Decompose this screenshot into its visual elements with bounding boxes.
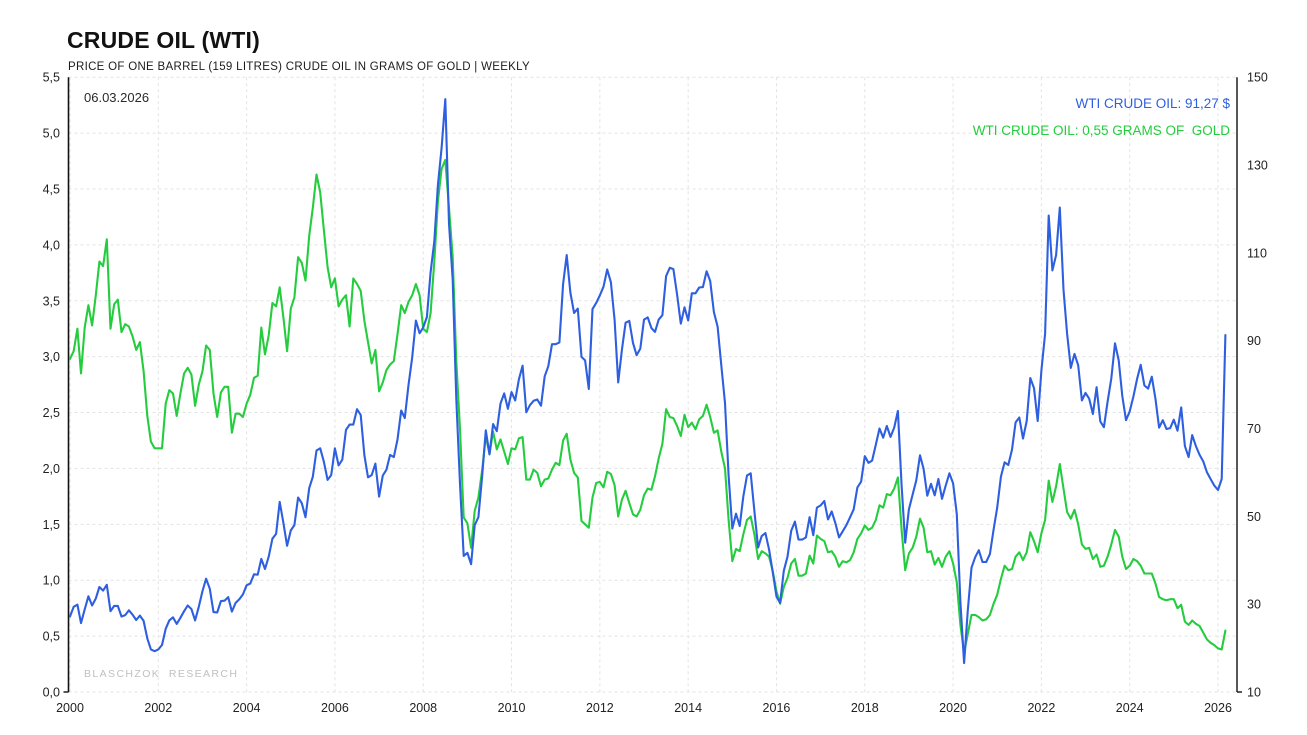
left-axis-tick-label: 1,0 bbox=[43, 574, 60, 588]
left-axis-tick-label: 3,5 bbox=[43, 294, 60, 308]
as-of-date-label: 06.03.2026 bbox=[84, 90, 150, 105]
x-axis-tick-label: 2006 bbox=[321, 701, 349, 715]
wti-usd-line bbox=[68, 98, 1227, 665]
watermark-label: BLASCHZOK RESEARCH bbox=[84, 668, 239, 680]
page-subtitle: PRICE OF ONE BARREL (159 LITRES) CRUDE O… bbox=[68, 61, 530, 73]
right-axis-tick-label: 10 bbox=[1247, 686, 1261, 700]
x-axis-tick-label: 2012 bbox=[586, 701, 614, 715]
right-axis-tick-label: 30 bbox=[1247, 598, 1261, 612]
data-series bbox=[68, 98, 1227, 665]
left-axis-tick-label: 5,0 bbox=[43, 127, 60, 141]
gridlines bbox=[68, 76, 1237, 693]
axis-lines bbox=[63, 77, 1242, 693]
x-axis-tick-label: 2016 bbox=[763, 701, 791, 715]
x-axis-tick-label: 2002 bbox=[144, 701, 172, 715]
wti-gold-line bbox=[68, 158, 1227, 654]
x-axis-tick-label: 2024 bbox=[1116, 701, 1144, 715]
right-axis-tick-label: 110 bbox=[1247, 246, 1267, 260]
right-axis-tick-label: 150 bbox=[1247, 71, 1268, 85]
left-axis-tick-label: 2,5 bbox=[43, 406, 60, 420]
left-axis-tick-label: 0,0 bbox=[43, 686, 60, 700]
x-axis-tick-label: 2004 bbox=[233, 701, 261, 715]
right-axis-tick-label: 70 bbox=[1247, 422, 1261, 436]
left-axis-tick-label: 4,5 bbox=[43, 182, 60, 196]
left-axis-tick-label: 4,0 bbox=[43, 238, 60, 252]
left-axis-tick-label: 2,0 bbox=[43, 462, 60, 476]
x-axis-tick-label: 2014 bbox=[674, 701, 702, 715]
left-axis-tick-label: 3,0 bbox=[43, 350, 60, 364]
chart-legend: WTI CRUDE OIL: 91,27 $ WTI CRUDE OIL: 0,… bbox=[973, 90, 1230, 144]
x-axis-tick-label: 2026 bbox=[1204, 701, 1232, 715]
page-title: CRUDE OIL (WTI) bbox=[67, 27, 260, 53]
right-axis-tick-label: 50 bbox=[1247, 510, 1261, 524]
x-axis-tick-label: 2022 bbox=[1027, 701, 1055, 715]
left-axis-tick-label: 0,5 bbox=[43, 630, 60, 644]
right-axis-tick-label: 130 bbox=[1247, 159, 1268, 173]
left-axis-tick-label: 5,5 bbox=[43, 71, 60, 85]
x-axis-tick-label: 2008 bbox=[409, 701, 437, 715]
left-axis-tick-label: 1,5 bbox=[43, 518, 60, 532]
axis-tick-labels: 5,5 5,0 4,5 4,0 3,5 3,0 2,5 2,0 1,5 1,0 0,5 0,0 150 1… bbox=[43, 71, 1268, 715]
right-axis-tick-label: 90 bbox=[1247, 334, 1261, 348]
x-axis-tick-label: 2020 bbox=[939, 701, 967, 715]
x-axis-tick-label: 2010 bbox=[498, 701, 526, 715]
legend-wti-gold: WTI CRUDE OIL: 0,55 GRAMS OF GOLD bbox=[972, 123, 1230, 138]
legend-wti-usd: WTI CRUDE OIL: 91,27 $ bbox=[1075, 96, 1230, 111]
x-axis-tick-label: 2000 bbox=[56, 701, 84, 715]
x-axis-tick-label: 2018 bbox=[851, 701, 879, 715]
